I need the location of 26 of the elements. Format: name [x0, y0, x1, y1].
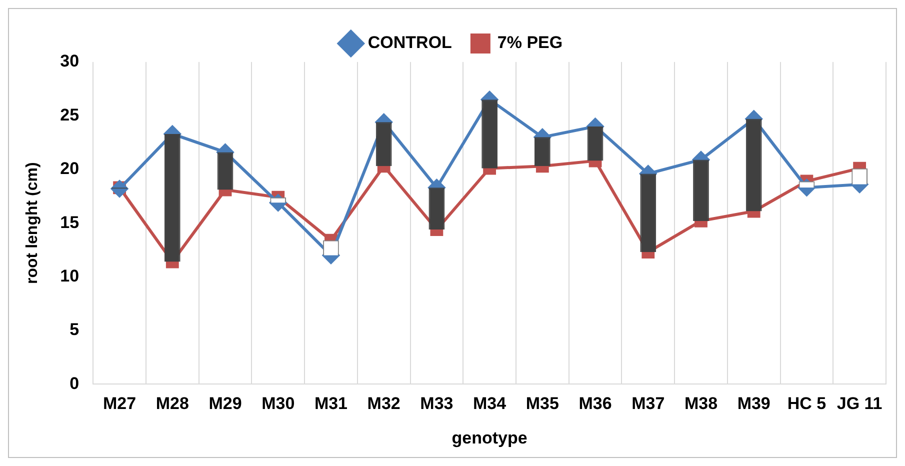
- x-tick-label: M32: [367, 394, 400, 414]
- x-tick-label: M27: [103, 394, 136, 414]
- x-tick-label: M36: [578, 394, 612, 414]
- legend-label: CONTROL: [368, 33, 452, 52]
- x-tick-label: M30: [262, 394, 295, 414]
- y-tick-label: 25: [60, 105, 80, 124]
- y-tick-label: 30: [60, 52, 80, 71]
- x-axis-title: genotype: [452, 428, 528, 448]
- y-tick-label: 0: [70, 374, 80, 393]
- x-tick-label: M33: [420, 394, 454, 414]
- y-axis-title: root lenght (cm): [24, 162, 42, 284]
- x-tick-label: M39: [737, 394, 770, 414]
- y-tick-label: 15: [60, 212, 80, 232]
- x-tick-label: M38: [684, 394, 718, 414]
- x-tick-label: M29: [208, 394, 242, 414]
- y-tick-label: 10: [60, 266, 80, 286]
- x-tick-label: JG 11: [836, 394, 882, 414]
- legend-label: 7% PEG: [497, 33, 563, 52]
- y-tick-label: 5: [70, 320, 80, 340]
- x-tick-label: M31: [314, 394, 348, 414]
- x-tick-label: M28: [156, 394, 189, 414]
- y-tick-label: 20: [60, 159, 80, 178]
- x-tick-label: M37: [632, 394, 665, 414]
- x-tick-label: HC 5: [787, 394, 826, 414]
- x-tick-label: M35: [526, 394, 559, 414]
- x-tick-label: M34: [473, 394, 507, 414]
